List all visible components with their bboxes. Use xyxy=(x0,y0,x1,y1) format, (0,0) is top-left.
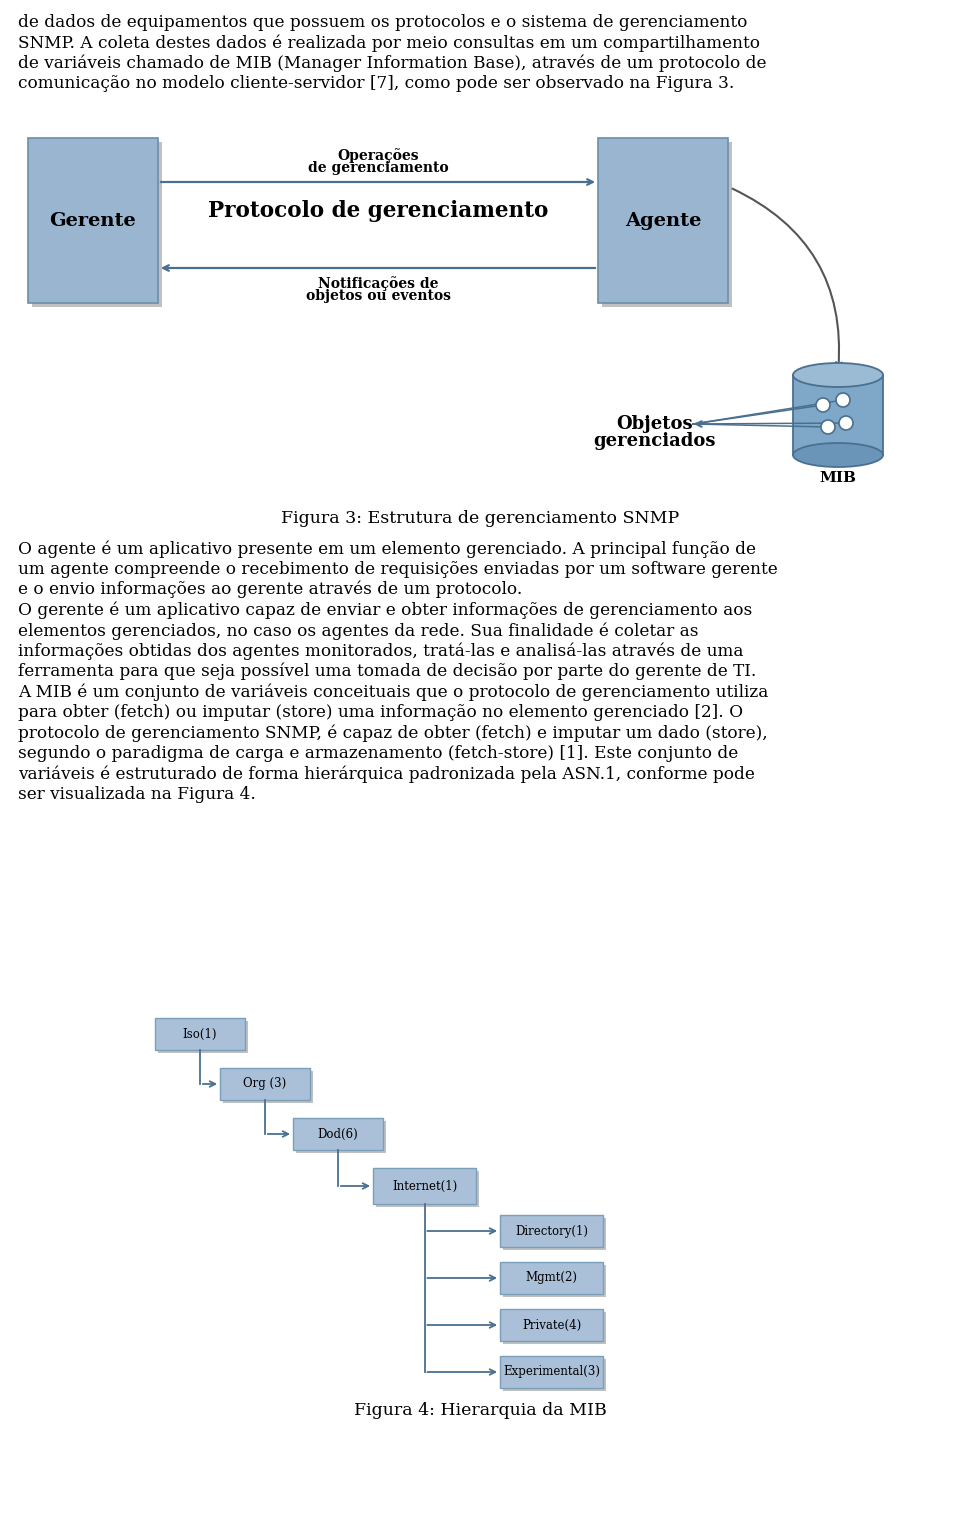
Ellipse shape xyxy=(793,443,883,468)
Ellipse shape xyxy=(793,363,883,387)
Bar xyxy=(503,1218,606,1250)
Bar xyxy=(503,1265,606,1297)
Text: elementos gerenciados, no caso os agentes da rede. Sua finalidade é coletar as: elementos gerenciados, no caso os agente… xyxy=(18,622,699,640)
Bar xyxy=(500,1356,603,1387)
Text: Mgmt(2): Mgmt(2) xyxy=(525,1271,578,1285)
Text: Notificações de: Notificações de xyxy=(318,275,439,290)
Bar xyxy=(500,1215,603,1247)
Text: Iso(1): Iso(1) xyxy=(182,1027,217,1041)
Bar xyxy=(155,1018,245,1050)
Bar xyxy=(296,1121,386,1153)
Bar xyxy=(293,1118,383,1150)
Text: A MIB é um conjunto de variáveis conceituais que o protocolo de gerenciamento ut: A MIB é um conjunto de variáveis conceit… xyxy=(18,684,768,701)
Bar xyxy=(223,1071,313,1103)
Text: Operações: Operações xyxy=(337,148,419,163)
Bar xyxy=(376,1171,479,1207)
Text: Figura 4: Hierarquia da MIB: Figura 4: Hierarquia da MIB xyxy=(353,1403,607,1419)
Bar xyxy=(158,1021,248,1053)
Text: Dod(6): Dod(6) xyxy=(318,1127,358,1141)
Text: Objetos: Objetos xyxy=(616,415,693,433)
Bar xyxy=(602,142,732,307)
Circle shape xyxy=(816,398,830,412)
Text: objetos ou eventos: objetos ou eventos xyxy=(305,289,450,303)
Bar xyxy=(28,138,158,303)
Text: protocolo de gerenciamento SNMP, é capaz de obter (fetch) e imputar um dado (sto: protocolo de gerenciamento SNMP, é capaz… xyxy=(18,725,768,741)
Text: Private(4): Private(4) xyxy=(522,1318,581,1331)
Text: de dados de equipamentos que possuem os protocolos e o sistema de gerenciamento: de dados de equipamentos que possuem os … xyxy=(18,14,748,30)
Text: informações obtidas dos agentes monitorados, tratá-las e analisá-las através de : informações obtidas dos agentes monitora… xyxy=(18,643,743,660)
Text: Directory(1): Directory(1) xyxy=(515,1224,588,1238)
Bar xyxy=(598,138,728,303)
Bar xyxy=(503,1359,606,1390)
Circle shape xyxy=(836,393,850,407)
Text: Experimental(3): Experimental(3) xyxy=(503,1366,600,1378)
Bar xyxy=(32,142,162,307)
Text: um agente compreende o recebimento de requisições enviadas por um software geren: um agente compreende o recebimento de re… xyxy=(18,560,778,578)
Text: Gerente: Gerente xyxy=(50,212,136,230)
Text: comunicação no modelo cliente-servidor [7], como pode ser observado na Figura 3.: comunicação no modelo cliente-servidor [… xyxy=(18,76,734,92)
Text: Internet(1): Internet(1) xyxy=(392,1180,457,1192)
Bar xyxy=(503,1312,606,1344)
Bar xyxy=(373,1168,476,1204)
Text: ser visualizada na Figura 4.: ser visualizada na Figura 4. xyxy=(18,785,256,803)
Text: de gerenciamento: de gerenciamento xyxy=(308,160,448,176)
Text: Protocolo de gerenciamento: Protocolo de gerenciamento xyxy=(207,200,548,222)
Text: ferramenta para que seja possível uma tomada de decisão por parte do gerente de : ferramenta para que seja possível uma to… xyxy=(18,663,756,681)
Text: Org (3): Org (3) xyxy=(244,1077,287,1091)
Text: para obter (fetch) ou imputar (store) uma informação no elemento gerenciado [2].: para obter (fetch) ou imputar (store) um… xyxy=(18,704,743,722)
Bar xyxy=(220,1068,310,1100)
Text: e o envio informações ao gerente através de um protocolo.: e o envio informações ao gerente através… xyxy=(18,581,522,599)
Bar xyxy=(500,1262,603,1294)
Text: variáveis é estruturado de forma hierárquica padronizada pela ASN.1, conforme po: variáveis é estruturado de forma hierárq… xyxy=(18,766,755,784)
Text: de variáveis chamado de MIB (Manager Information Base), através de um protocolo : de variáveis chamado de MIB (Manager Inf… xyxy=(18,54,766,73)
Text: SNMP. A coleta destes dados é realizada por meio consultas em um compartilhament: SNMP. A coleta destes dados é realizada … xyxy=(18,35,760,51)
Text: O agente é um aplicativo presente em um elemento gerenciado. A principal função : O agente é um aplicativo presente em um … xyxy=(18,540,756,557)
Circle shape xyxy=(839,416,853,430)
Bar xyxy=(500,1309,603,1341)
Text: gerenciados: gerenciados xyxy=(593,433,716,449)
Text: Figura 3: Estrutura de gerenciamento SNMP: Figura 3: Estrutura de gerenciamento SNM… xyxy=(281,510,679,527)
Circle shape xyxy=(821,421,835,434)
Text: O gerente é um aplicativo capaz de enviar e obter informações de gerenciamento a: O gerente é um aplicativo capaz de envia… xyxy=(18,602,753,619)
Text: MIB: MIB xyxy=(820,471,856,486)
Text: Agente: Agente xyxy=(625,212,701,230)
Bar xyxy=(793,375,883,455)
Text: segundo o paradigma de carga e armazenamento (fetch-store) [1]. Este conjunto de: segundo o paradigma de carga e armazenam… xyxy=(18,744,738,763)
